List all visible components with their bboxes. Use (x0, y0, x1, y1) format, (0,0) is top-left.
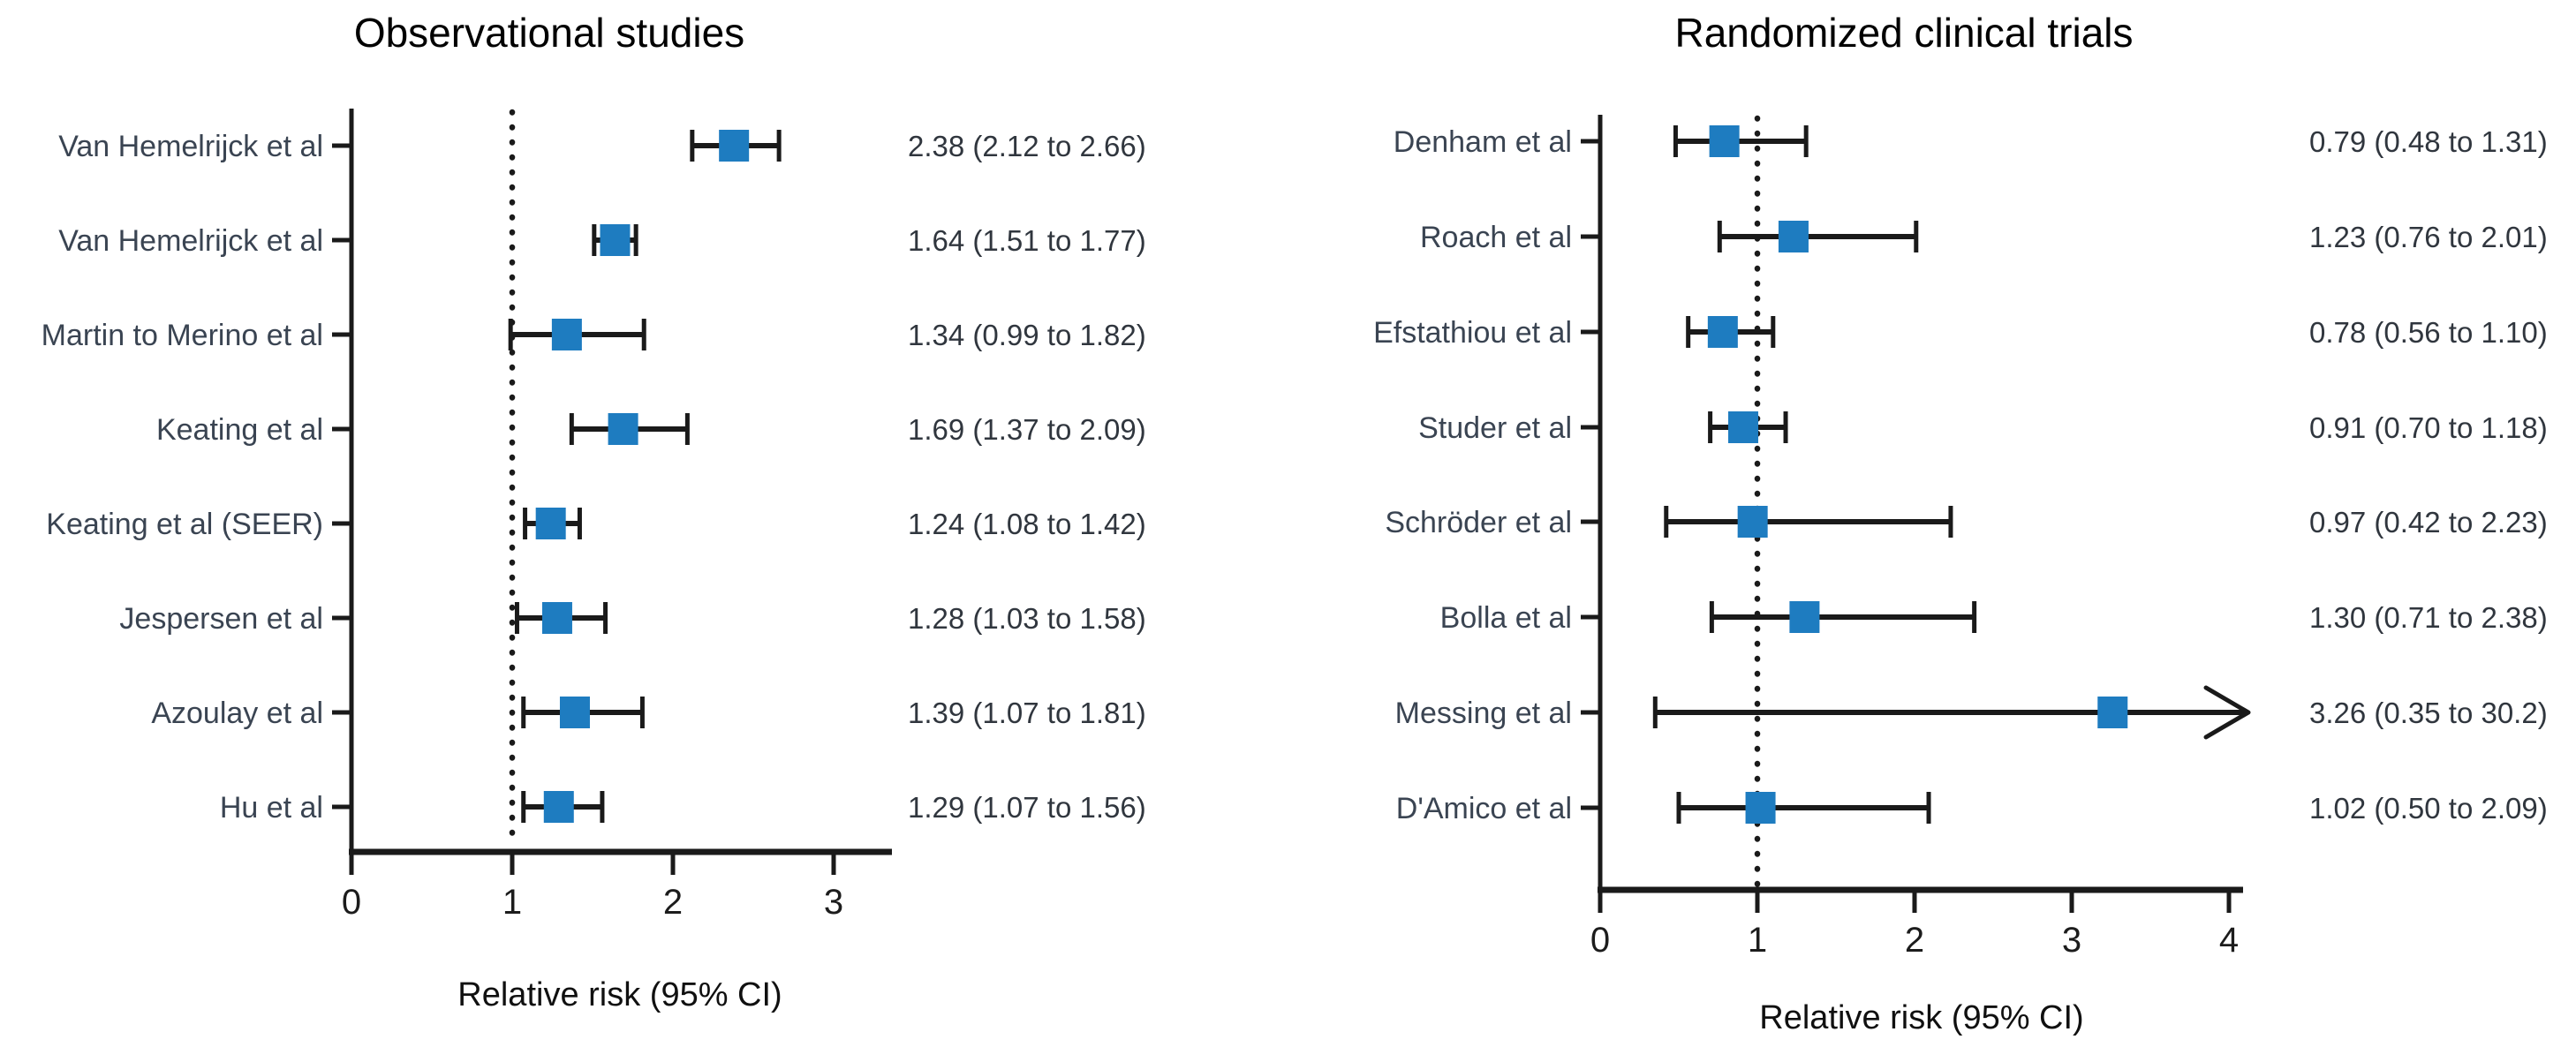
study-label: Messing et al (1395, 697, 1572, 730)
ci-value-label: 1.69 (1.37 to 2.09) (908, 413, 1146, 446)
study-label: D'Amico et al (1396, 792, 1572, 825)
study-label: Schröder et al (1385, 506, 1572, 539)
study-label: Van Hemelrijck et al (58, 224, 323, 258)
ci-value-label: 1.29 (1.07 to 1.56) (908, 791, 1146, 824)
point-estimate-marker (543, 791, 574, 823)
point-estimate-marker (1745, 792, 1776, 824)
study-label: Studer et al (1418, 411, 1572, 445)
ci-value-label: 0.78 (0.56 to 1.10) (2309, 316, 2548, 349)
study-label: Keating et al (156, 413, 323, 447)
study-label: Azoulay et al (151, 697, 323, 730)
x-tick-label: 1 (1748, 921, 1767, 960)
ci-value-label: 1.24 (1.08 to 1.42) (908, 508, 1146, 540)
study-label: Efstathiou et al (1373, 316, 1572, 350)
ci-arrow-head (2203, 685, 2251, 740)
study-label: Denham et al (1394, 125, 1572, 159)
ci-value-label: 0.79 (0.48 to 1.31) (2309, 125, 2548, 158)
ci-value-label: 1.30 (0.71 to 2.38) (2309, 601, 2548, 634)
point-estimate-marker (1709, 125, 1740, 157)
x-tick-label: 4 (2219, 921, 2239, 960)
point-estimate-marker (1707, 316, 1738, 348)
panel-title-observational: Observational studies (353, 10, 745, 56)
study-label: Hu et al (220, 791, 323, 825)
x-axis-label-randomized: Relative risk (95% CI) (1759, 999, 2084, 1036)
ci-value-label: 1.23 (0.76 to 2.01) (2309, 221, 2548, 253)
panel-title-randomized: Randomized clinical trials (1674, 10, 2134, 56)
point-estimate-marker (535, 508, 566, 539)
x-axis-label-observational: Relative risk (95% CI) (457, 976, 782, 1013)
point-estimate-marker (559, 697, 590, 728)
x-tick-label: 3 (824, 883, 843, 922)
ci-value-label: 2.38 (2.12 to 2.66) (908, 130, 1146, 162)
point-estimate-marker (1778, 221, 1809, 252)
point-estimate-marker (541, 602, 572, 634)
x-tick-label: 0 (1590, 921, 1610, 960)
ci-value-label: 3.26 (0.35 to 30.2) (2309, 697, 2548, 729)
study-label: Jespersen et al (119, 602, 323, 636)
point-estimate-marker (2097, 697, 2128, 728)
point-estimate-marker (719, 130, 750, 162)
ci-value-label: 0.91 (0.70 to 1.18) (2309, 411, 2548, 444)
ci-value-label: 1.64 (1.51 to 1.77) (908, 224, 1146, 257)
panel-randomized (1581, 115, 2251, 913)
x-tick-label: 1 (502, 883, 522, 922)
point-estimate-marker (1737, 506, 1768, 538)
point-estimate-marker (1727, 411, 1758, 443)
ci-value-label: 1.34 (0.99 to 1.82) (908, 319, 1146, 351)
point-estimate-marker (608, 413, 638, 445)
panel-observational (332, 109, 892, 875)
ci-value-label: 1.39 (1.07 to 1.81) (908, 697, 1146, 729)
ci-value-label: 0.97 (0.42 to 2.23) (2309, 506, 2548, 539)
ci-value-label: 1.28 (1.03 to 1.58) (908, 602, 1146, 635)
x-tick-label: 2 (1905, 921, 1924, 960)
study-label: Van Hemelrijck et al (58, 130, 323, 163)
ci-value-label: 1.02 (0.50 to 2.09) (2309, 792, 2548, 825)
study-label: Keating et al (SEER) (46, 508, 323, 541)
x-tick-label: 0 (342, 883, 361, 922)
point-estimate-marker (600, 224, 631, 256)
x-tick-label: 2 (663, 883, 683, 922)
study-label: Bolla et al (1440, 601, 1572, 635)
point-estimate-marker (1789, 601, 1820, 633)
study-label: Roach et al (1420, 221, 1572, 254)
study-label: Martin to Merino et al (42, 319, 323, 352)
point-estimate-marker (551, 319, 582, 350)
x-tick-label: 3 (2062, 921, 2081, 960)
